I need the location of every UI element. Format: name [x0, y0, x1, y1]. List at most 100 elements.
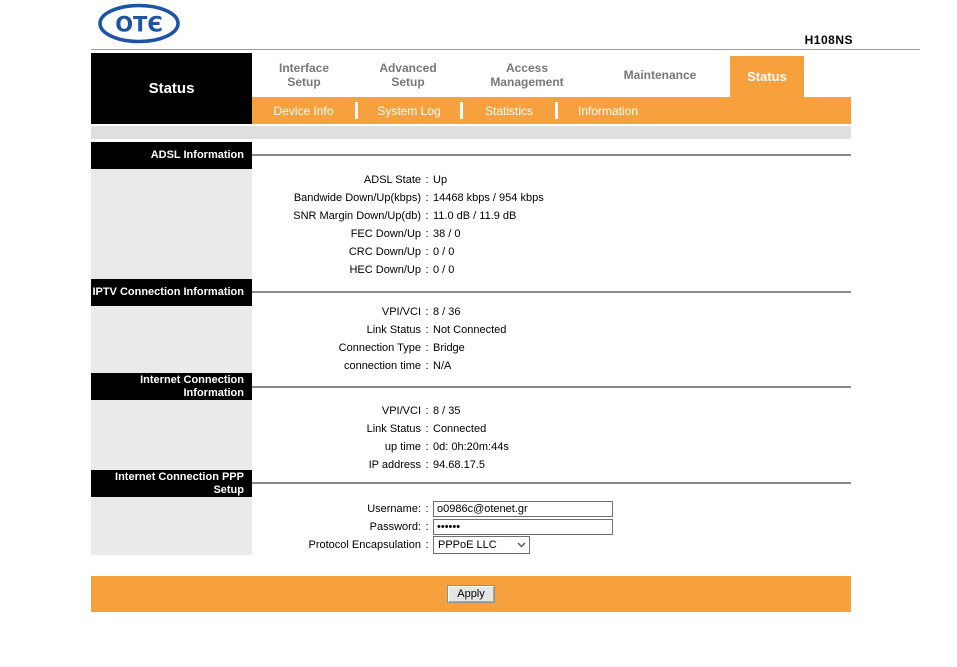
row-value: 94.68.17.5 [433, 459, 485, 471]
row-label: VPI/VCI [381, 306, 421, 318]
section-divider [252, 482, 851, 484]
row-value: Connected [433, 423, 487, 435]
row-separator: : [425, 503, 429, 515]
section-header-adsl-information: ADSL Information [91, 142, 252, 169]
password-label: Password: [369, 521, 421, 533]
info-row: VPI/VCI : 8 / 36 [91, 303, 801, 321]
row-value: Not Connected [433, 324, 507, 336]
subnav-divider [460, 102, 463, 119]
row-label: up time [384, 441, 421, 453]
section-divider [252, 291, 851, 293]
row-label: connection time [343, 360, 421, 372]
row-value: Bridge [433, 342, 465, 354]
row-separator: : [425, 192, 429, 204]
subnav-item-system-log[interactable]: System Log [377, 103, 441, 118]
header-divider [91, 49, 920, 50]
row-separator: : [425, 459, 429, 471]
row-value: 38 / 0 [433, 228, 461, 240]
nav-tab-maintenance[interactable]: Maintenance [623, 68, 697, 82]
content-top-band [91, 126, 851, 139]
info-row: Link Status : Not Connected [91, 321, 801, 339]
form-row-username: Username: : [91, 500, 801, 518]
subnav-item-statistics[interactable]: Statistics [484, 103, 533, 118]
nav-tab-access-management[interactable]: Access Management [490, 61, 564, 89]
row-separator: : [425, 441, 429, 453]
info-row: VPI/VCI : 8 / 35 [91, 402, 801, 420]
iptv-info-rows: VPI/VCI : 8 / 36 Link Status : Not Conne… [91, 303, 801, 375]
row-separator: : [425, 423, 429, 435]
row-value: 8 / 35 [433, 405, 461, 417]
row-label: Link Status [366, 423, 421, 435]
row-separator: : [425, 521, 429, 533]
row-label: VPI/VCI [381, 405, 421, 417]
section-header-ppp-setup: Internet Connection PPP Setup [91, 470, 252, 497]
info-row: ADSL State : Up [91, 171, 801, 189]
row-value: 14468 kbps / 954 kbps [433, 192, 544, 204]
info-row: Bandwide Down/Up(kbps) : 14468 kbps / 95… [91, 189, 801, 207]
info-row: HEC Down/Up : 0 / 0 [91, 261, 801, 279]
row-label: Connection Type [338, 342, 421, 354]
row-label: FEC Down/Up [350, 228, 421, 240]
row-separator: : [425, 539, 429, 551]
info-row: CRC Down/Up : 0 / 0 [91, 243, 801, 261]
info-row: connection time : N/A [91, 357, 801, 375]
nav-tab-interface-setup[interactable]: Interface Setup [278, 61, 330, 89]
section-header-iptv-connection: IPTV Connection Information [91, 279, 252, 306]
row-separator: : [425, 360, 429, 372]
internet-info-rows: VPI/VCI : 8 / 35 Link Status : Connected… [91, 402, 801, 474]
logo-text: OTЄ [115, 13, 163, 37]
protocol-encapsulation-label: Protocol Encapsulation [308, 539, 421, 551]
nav-status-panel: Status [91, 53, 252, 124]
row-label: CRC Down/Up [348, 246, 421, 258]
ppp-form-rows: Username: : Password: : Protocol Encapsu… [91, 500, 801, 554]
subnav-divider [555, 102, 558, 119]
nav-tab-advanced-setup[interactable]: Advanced Setup [379, 61, 437, 89]
form-row-protocol: Protocol Encapsulation : PPPoE LLC [91, 536, 801, 554]
username-label: Username: [367, 503, 421, 515]
adsl-info-rows: ADSL State : Up Bandwide Down/Up(kbps) :… [91, 171, 801, 279]
row-separator: : [425, 264, 429, 276]
section-header-internet-connection: Internet Connection Information [91, 373, 252, 400]
row-separator: : [425, 405, 429, 417]
bottom-action-bar: Apply [91, 576, 851, 612]
row-label: IP address [368, 459, 421, 471]
section-divider [252, 386, 851, 388]
row-separator: : [425, 306, 429, 318]
info-row: Link Status : Connected [91, 420, 801, 438]
info-row: Connection Type : Bridge [91, 339, 801, 357]
ote-logo-icon: OTЄ [98, 3, 180, 44]
row-separator: : [425, 342, 429, 354]
info-row: IP address : 94.68.17.5 [91, 456, 801, 474]
row-label: Link Status [366, 324, 421, 336]
row-value: 11.0 dB / 11.9 dB [433, 210, 517, 222]
row-separator: : [425, 246, 429, 258]
form-row-password: Password: : [91, 518, 801, 536]
username-input[interactable] [433, 501, 613, 517]
row-value: N/A [433, 360, 452, 372]
row-label: SNR Margin Down/Up(db) [293, 210, 421, 222]
section-divider [252, 154, 851, 156]
row-value: 0 / 0 [433, 246, 455, 258]
nav-tab-status[interactable]: Status [730, 56, 804, 97]
subnav-bar: Device Info System Log Statistics Inform… [252, 97, 851, 124]
info-row: SNR Margin Down/Up(db) : 11.0 dB / 11.9 … [91, 207, 801, 225]
row-separator: : [425, 324, 429, 336]
password-input[interactable] [433, 519, 613, 535]
row-label: HEC Down/Up [349, 264, 421, 276]
row-value: 0d: 0h:20m:44s [433, 441, 509, 453]
subnav-divider [355, 102, 358, 119]
model-label: H108NS [804, 33, 853, 47]
row-separator: : [425, 228, 429, 240]
nav-status-panel-title: Status [148, 80, 195, 97]
row-separator: : [425, 210, 429, 222]
row-value: Up [433, 174, 448, 186]
info-row: FEC Down/Up : 38 / 0 [91, 225, 801, 243]
row-separator: : [425, 174, 429, 186]
row-value: 0 / 0 [433, 264, 455, 276]
protocol-encapsulation-select[interactable]: PPPoE LLC [433, 536, 530, 554]
apply-button[interactable]: Apply [447, 585, 495, 603]
subnav-item-information[interactable]: Information [577, 103, 639, 118]
row-label: Bandwide Down/Up(kbps) [293, 192, 421, 204]
subnav-item-device-info[interactable]: Device Info [273, 103, 334, 118]
